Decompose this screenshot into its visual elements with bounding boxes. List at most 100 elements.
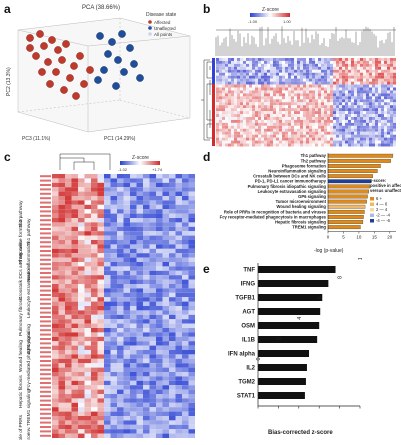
- heatmap-cell: [58, 402, 65, 408]
- heatmap-cell: [110, 209, 117, 214]
- heatmap-cell: [52, 284, 59, 289]
- heatmap-cell: [363, 69, 366, 73]
- heatmap-cell: [267, 84, 270, 88]
- heatmap-cell: [136, 275, 143, 280]
- heatmap-cell: [123, 433, 130, 438]
- heatmap-cell: [321, 122, 324, 126]
- heatmap-cell: [321, 102, 324, 106]
- gene-label-mark: [40, 254, 51, 257]
- heatmap-cell: [306, 84, 309, 88]
- heatmap-cell: [143, 314, 150, 320]
- heatmap-cell: [312, 143, 315, 147]
- heatmap-cell: [258, 122, 261, 126]
- heatmap-cell: [360, 119, 363, 123]
- heatmap-cell: [387, 128, 390, 132]
- heatmap-cell: [71, 266, 78, 271]
- heatmap-cell: [130, 411, 137, 416]
- heatmap-cell: [333, 60, 336, 64]
- heatmap-cell: [110, 226, 117, 232]
- heatmap-cell: [91, 385, 98, 390]
- heatmap-cell: [330, 58, 333, 61]
- heatmap-cell: [130, 354, 137, 359]
- heatmap-cell: [231, 99, 234, 103]
- heatmap-cell: [175, 328, 182, 333]
- heatmap-cell: [249, 111, 252, 115]
- heatmap-cell: [84, 266, 91, 271]
- heatmap-cell: [342, 140, 345, 144]
- heatmap-cell: [249, 72, 252, 76]
- heatmap-cell: [136, 209, 143, 214]
- heatmap-cell: [58, 196, 65, 201]
- heatmap-cell: [378, 111, 381, 115]
- heatmap-cell: [360, 87, 363, 91]
- heatmap-cell: [175, 240, 182, 245]
- heatmap-cell: [110, 367, 117, 372]
- heatmap-cell: [381, 78, 384, 82]
- heatmap-cell: [97, 372, 104, 377]
- heatmap-cell: [333, 58, 336, 61]
- heatmap-cell: [162, 332, 169, 337]
- heatmap-cell: [58, 394, 65, 399]
- heatmap-cell: [354, 66, 357, 70]
- heatmap-cell: [71, 354, 78, 359]
- heatmap-cell: [84, 402, 91, 408]
- heatmap-cell: [97, 266, 104, 271]
- gene-label-mark: [40, 390, 51, 393]
- heatmap-cell: [366, 134, 369, 138]
- heatmap-cell: [222, 63, 225, 67]
- heatmap-cell: [182, 266, 189, 271]
- heatmap-cell: [357, 131, 360, 135]
- heatmap-cell: [363, 137, 366, 141]
- heatmap-cell: [130, 332, 137, 337]
- heatmap-cell: [110, 411, 117, 416]
- heatmap-cell: [381, 140, 384, 144]
- heatmap-cell: [110, 376, 117, 381]
- heatmap-cell: [342, 134, 345, 138]
- gene-label-mark: [40, 188, 51, 191]
- heatmap-cell: [225, 81, 228, 85]
- bar-e-category-label: IL1B: [242, 338, 256, 344]
- heatmap-cell: [222, 134, 225, 138]
- heatmap-cell: [84, 367, 91, 372]
- heatmap-cell: [363, 128, 366, 132]
- heatmap-cell: [363, 114, 366, 117]
- heatmap-cell: [58, 275, 65, 280]
- heatmap-cell: [318, 117, 321, 120]
- heatmap-cell: [312, 102, 315, 106]
- heatmap-cell: [276, 66, 279, 70]
- heatmap-cell: [366, 143, 369, 147]
- heatmap-cell: [291, 60, 294, 64]
- heatmap-cell: [123, 222, 130, 227]
- heatmap-cell: [255, 75, 258, 79]
- heatmap-cell: [78, 209, 85, 214]
- heatmap-cell: [65, 284, 72, 289]
- heatmap-cell: [372, 72, 375, 76]
- heatmap-cell: [175, 372, 182, 377]
- heatmap-cell: [345, 75, 348, 79]
- heatmap-cell: [149, 222, 156, 227]
- heatmap-cell: [219, 66, 222, 70]
- pathway-label: Neuroinflammation: [26, 241, 32, 282]
- heatmap-cell: [162, 213, 169, 218]
- heatmap-cell: [91, 332, 98, 337]
- gene-label-mark: [40, 289, 51, 292]
- heatmap-cell: [273, 111, 276, 115]
- heatmap-cell: [312, 114, 315, 117]
- heatmap-c-scale-max: +1.74: [152, 167, 163, 172]
- heatmap-cell: [297, 125, 300, 129]
- heatmap-cell: [188, 257, 195, 262]
- heatmap-cell: [375, 66, 378, 70]
- heatmap-cell: [65, 213, 72, 218]
- heatmap-cell: [339, 72, 342, 76]
- heatmap-cell: [149, 288, 156, 293]
- heatmap-cell: [156, 358, 163, 364]
- heatmap-cell: [162, 279, 169, 284]
- heatmap-cell: [258, 93, 261, 97]
- heatmap-cell: [175, 376, 182, 381]
- heatmap-cell: [345, 69, 348, 73]
- pca-point-affected: [60, 86, 68, 94]
- heatmap-cell: [97, 420, 104, 425]
- heatmap-cell: [360, 134, 363, 138]
- heatmap-cell: [375, 75, 378, 79]
- heatmap-cell: [156, 345, 163, 350]
